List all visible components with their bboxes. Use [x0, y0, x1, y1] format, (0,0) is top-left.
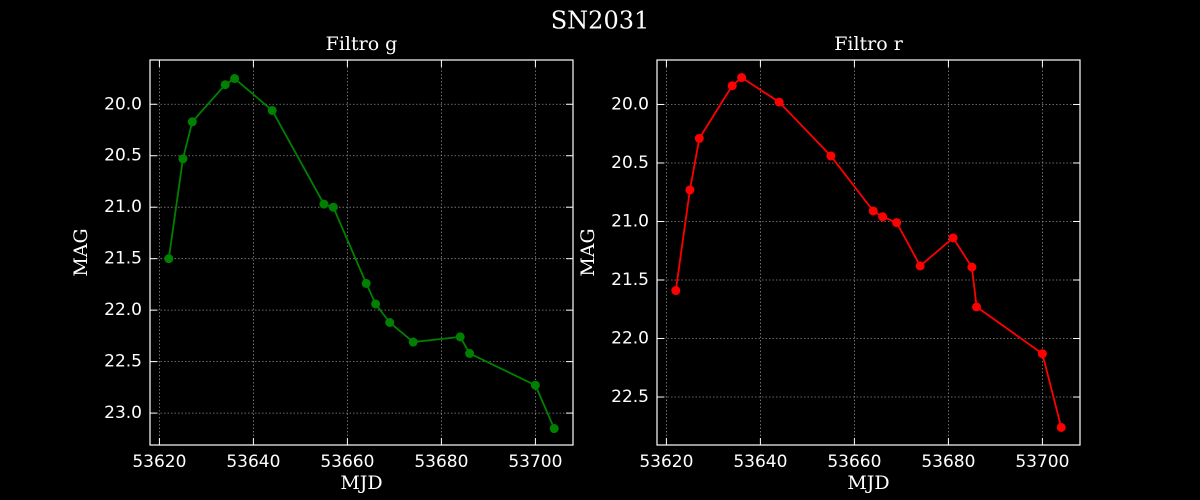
y-tick-label: 22.5 — [104, 352, 142, 372]
y-tick-label: 22.0 — [104, 300, 142, 320]
x-tick-label: 53700 — [508, 452, 562, 472]
y-axis-label: MAG — [577, 228, 599, 276]
data-point — [455, 332, 465, 342]
data-point — [164, 254, 174, 264]
data-point — [671, 286, 681, 296]
y-tick-label: 21.5 — [611, 270, 649, 290]
data-point — [948, 233, 958, 243]
plot-frame — [149, 59, 574, 446]
data-point — [328, 202, 338, 212]
data-point — [230, 74, 240, 84]
data-point — [727, 81, 737, 91]
x-tick-label: 53640 — [226, 452, 280, 472]
y-tick-label: 20.0 — [611, 94, 649, 114]
y-tick-label: 22.0 — [611, 329, 649, 349]
x-tick-label: 53680 — [414, 452, 468, 472]
data-point — [465, 348, 475, 358]
data-point — [774, 97, 784, 107]
series-line — [167, 77, 556, 429]
x-tick-label: 53640 — [733, 452, 787, 472]
data-point — [972, 302, 982, 312]
series-line — [674, 76, 1063, 428]
data-point — [826, 151, 836, 161]
data-point — [694, 133, 704, 143]
x-tick-label: 53700 — [1015, 452, 1069, 472]
x-axis-label: MJD — [340, 472, 382, 494]
y-tick-label: 21.0 — [104, 197, 142, 217]
data-point — [361, 278, 371, 288]
data-point — [868, 206, 878, 216]
data-point — [319, 199, 329, 209]
y-tick-label: 22.5 — [611, 387, 649, 407]
data-point — [530, 380, 540, 390]
x-tick-label: 53680 — [921, 452, 975, 472]
data-point — [549, 424, 559, 434]
data-point — [1056, 422, 1066, 432]
data-point — [408, 337, 418, 347]
axis-title: Filtro r — [834, 33, 904, 55]
data-point — [685, 185, 695, 195]
data-point — [737, 73, 747, 83]
y-tick-label: 20.5 — [611, 153, 649, 173]
data-point — [220, 80, 230, 90]
y-tick-label: 23.0 — [104, 403, 142, 423]
data-point — [915, 261, 925, 271]
data-point — [178, 154, 188, 164]
plot-frame — [656, 59, 1081, 446]
x-tick-label: 53660 — [827, 452, 881, 472]
data-point — [267, 105, 277, 115]
x-tick-label: 53660 — [320, 452, 374, 472]
data-point — [371, 299, 381, 309]
y-tick-label: 21.5 — [104, 249, 142, 269]
data-point — [892, 218, 902, 228]
y-tick-label: 20.0 — [104, 94, 142, 114]
data-point — [878, 212, 888, 222]
data-point — [187, 117, 197, 127]
y-axis-label: MAG — [70, 228, 92, 276]
x-tick-label: 53620 — [639, 452, 693, 472]
data-point — [967, 262, 977, 272]
x-axis-label: MJD — [847, 472, 889, 494]
x-tick-label: 53620 — [132, 452, 186, 472]
axis-title: Filtro g — [326, 33, 398, 55]
data-point — [385, 318, 395, 327]
data-point — [1037, 349, 1047, 359]
figure-title: SN2031 — [551, 7, 650, 35]
y-tick-label: 20.5 — [104, 146, 142, 166]
y-tick-label: 21.0 — [611, 211, 649, 231]
